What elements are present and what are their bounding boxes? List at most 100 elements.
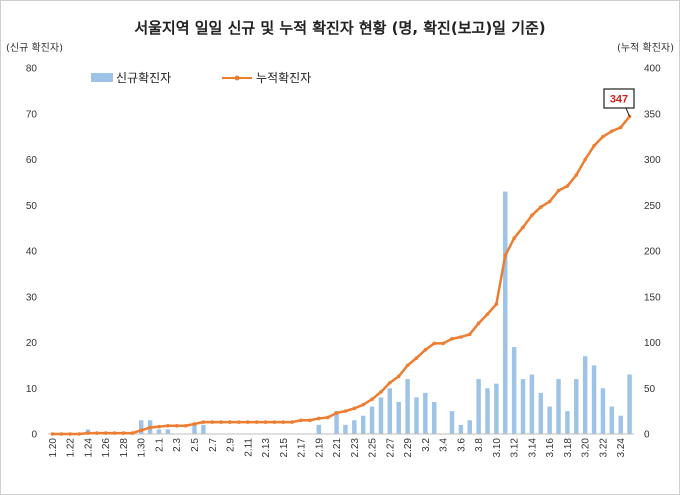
cumulative-point <box>379 390 383 394</box>
left-tick-label: 20 <box>26 338 38 349</box>
x-tick-label: 1.26 <box>101 438 112 458</box>
x-tick-label: 2.19 <box>314 438 325 458</box>
cumulative-point <box>538 205 543 209</box>
callout-label: 347 <box>610 94 628 106</box>
cumulative-point <box>485 312 490 316</box>
new-cases-bar <box>165 429 171 434</box>
left-y-axis: 0 10 20 30 40 50 60 70 80 <box>26 64 38 441</box>
new-cases-bar <box>582 356 588 434</box>
new-cases-bar <box>334 411 339 434</box>
x-tick-label: 2.5 <box>190 438 201 452</box>
callout-box <box>603 88 635 109</box>
new-cases-bar <box>503 191 508 434</box>
cumulative-point <box>201 420 206 424</box>
cumulative-point <box>254 420 259 424</box>
new-cases-bar <box>485 388 490 434</box>
new-cases-bar <box>565 411 570 434</box>
callout: 347 <box>603 88 635 117</box>
cumulative-point <box>228 420 232 424</box>
cumulative-point <box>219 420 223 424</box>
cumulative-point <box>68 432 72 436</box>
new-cases-bar <box>547 406 552 434</box>
cumulative-point <box>290 420 294 424</box>
cumulative-point <box>183 423 188 428</box>
cumulative-point <box>592 143 596 148</box>
x-tick-label: 2.9 <box>226 438 237 452</box>
cumulative-point <box>503 253 508 258</box>
cumulative-point <box>130 431 135 435</box>
cumulative-point <box>121 431 126 435</box>
x-axis: 1.20 1.22 1.24 1.26 1.28 1.30 2.1 2.3 2.5 2.7 2.9 2… <box>48 438 627 458</box>
cumulative-point <box>103 431 108 435</box>
x-tick-label: 3.16 <box>545 438 556 458</box>
left-tick-label: 0 <box>31 430 37 441</box>
cumulative-point <box>459 335 463 339</box>
cumulative-point <box>317 416 321 421</box>
new-cases-bar <box>387 388 393 434</box>
new-cases-bar <box>600 388 606 434</box>
x-tick-label: 1.30 <box>137 438 148 458</box>
new-cases-bar <box>449 411 455 434</box>
legend-swatch-marker <box>234 75 240 81</box>
new-cases-bar <box>538 392 543 434</box>
new-cases-bar <box>423 392 428 434</box>
cumulative-point <box>432 341 437 346</box>
x-tick-label: 3.22 <box>598 438 609 458</box>
cumulative-point <box>166 423 170 428</box>
new-cases-bar <box>139 420 144 434</box>
x-tick-label: 2.27 <box>385 438 396 458</box>
x-tick-label: 2.17 <box>297 438 308 458</box>
new-cases-bar <box>529 374 535 434</box>
cumulative-point <box>334 411 339 415</box>
legend-swatch-bar <box>91 73 113 82</box>
right-tick-label: 200 <box>644 247 661 258</box>
cumulative-point <box>547 199 552 204</box>
new-cases-bar <box>192 424 197 434</box>
x-tick-label: 1.24 <box>83 438 94 458</box>
right-y-axis: 0 50 100 150 200 250 300 350 400 <box>644 64 661 441</box>
new-cases-bar <box>316 424 322 434</box>
new-cases-bar <box>405 379 410 434</box>
x-tick-label: 3.8 <box>474 438 485 452</box>
cumulative-point <box>467 332 472 337</box>
legend-label-new-cases: 신규확진자 <box>116 71 171 85</box>
x-tick-label: 1.28 <box>119 438 130 458</box>
cumulative-point <box>192 422 197 426</box>
new-cases-bar <box>156 429 162 434</box>
x-tick-label: 1.22 <box>66 438 77 458</box>
new-cases-bar <box>511 347 517 434</box>
new-cases-bar <box>414 397 419 434</box>
cumulative-point <box>325 415 330 420</box>
cumulative-point <box>272 420 277 424</box>
cumulative-point <box>565 184 570 188</box>
cumulative-point <box>59 432 64 436</box>
cumulative-point <box>210 420 215 424</box>
new-cases-bar <box>476 379 481 434</box>
x-tick-label: 3.24 <box>616 438 627 458</box>
new-cases-bars <box>85 191 632 434</box>
cumulative-point <box>574 173 579 177</box>
cumulative-point <box>50 432 55 436</box>
right-tick-label: 350 <box>644 109 661 120</box>
new-cases-bar <box>494 383 499 434</box>
x-tick-label: 2.3 <box>172 438 183 452</box>
right-tick-label: 250 <box>644 201 661 212</box>
cumulative-point <box>521 225 525 230</box>
cumulative-point <box>77 432 81 436</box>
x-tick-label: 3.20 <box>581 438 592 458</box>
right-tick-label: 0 <box>644 430 650 441</box>
cumulative-point <box>281 420 286 424</box>
x-tick-label: 3.2 <box>421 438 432 452</box>
x-tick-label: 3.18 <box>563 438 574 458</box>
cumulative-point <box>112 431 117 435</box>
new-cases-bar <box>369 406 375 434</box>
x-tick-label: 3.6 <box>456 438 467 452</box>
right-tick-label: 300 <box>644 155 661 166</box>
callout-leader <box>625 107 631 117</box>
cumulative-point <box>86 431 90 435</box>
cumulative-point <box>423 348 428 352</box>
new-cases-bar <box>574 379 579 434</box>
cumulative-point <box>396 374 401 379</box>
x-tick-label: 2.21 <box>332 438 343 458</box>
new-cases-bar <box>343 424 348 434</box>
